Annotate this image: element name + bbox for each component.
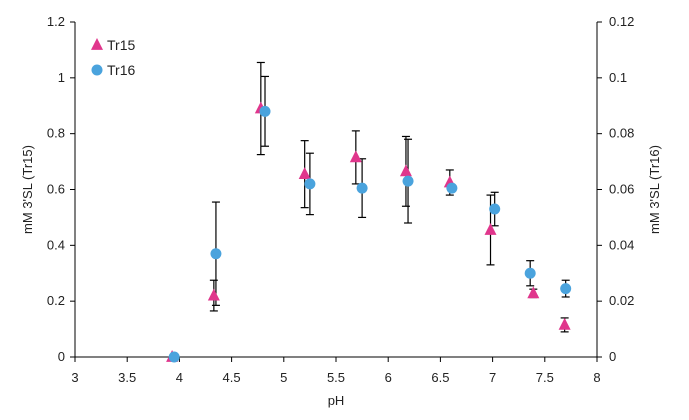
point-tr16: [356, 182, 368, 194]
y-right-tick-label: 0.04: [609, 237, 634, 252]
y-left-tick-label: 1: [58, 70, 65, 85]
ticks: 3 3.5 4 4.5 5 5.5 6 6.5 7 7.5 800.20.40.60.811.200…: [47, 14, 634, 385]
x-tick-label: 7.5: [536, 370, 554, 385]
legend: Tr15 Tr16: [91, 37, 135, 78]
x-tick-label: 4.5: [223, 370, 241, 385]
y-right-tick-label: 0.12: [609, 14, 634, 29]
point-tr15: [527, 286, 540, 299]
point-tr15: [298, 167, 311, 180]
x-tick-label: 3: [71, 370, 78, 385]
legend-marker-tr16: [91, 64, 103, 76]
x-axis-title: pH: [328, 393, 345, 408]
point-tr16: [402, 175, 414, 187]
error-bars: [209, 61, 570, 333]
point-tr16: [210, 248, 222, 260]
x-tick-label: 8: [593, 370, 600, 385]
y-right-tick-label: 0.02: [609, 293, 634, 308]
point-tr16: [168, 351, 180, 363]
y-right-tick-label: 0: [609, 349, 616, 364]
point-tr15: [558, 317, 571, 330]
legend-marker-tr15: [91, 37, 103, 50]
y-left-tick-label: 0.6: [47, 182, 65, 197]
y-left-tick-label: 0: [58, 349, 65, 364]
point-tr15: [399, 164, 412, 177]
x-tick-label: 6: [385, 370, 392, 385]
y-left-tick-label: 0.4: [47, 237, 65, 252]
x-tick-label: 5.5: [327, 370, 345, 385]
y-axis-left-title: mM 3'SL (Tr15): [20, 145, 35, 234]
x-tick-label: 6.5: [431, 370, 449, 385]
point-tr16: [304, 178, 316, 190]
x-tick-label: 3.5: [118, 370, 136, 385]
y-right-tick-label: 0.08: [609, 126, 634, 141]
point-tr16: [259, 105, 271, 117]
legend-label-tr15: Tr15: [107, 37, 135, 53]
y-left-tick-label: 0.8: [47, 126, 65, 141]
point-tr15: [484, 222, 497, 235]
point-tr16: [524, 267, 536, 279]
y-left-tick-label: 0.2: [47, 293, 65, 308]
point-tr16: [560, 283, 572, 295]
y-right-tick-label: 0.1: [609, 70, 627, 85]
y-left-tick-label: 1.2: [47, 14, 65, 29]
point-tr16: [446, 182, 458, 194]
data-points: [166, 101, 572, 363]
axes: [74, 22, 598, 358]
x-tick-label: 4: [176, 370, 183, 385]
x-tick-label: 5: [280, 370, 287, 385]
y-right-tick-label: 0.06: [609, 182, 634, 197]
point-tr15: [207, 288, 220, 301]
legend-label-tr16: Tr16: [107, 62, 135, 78]
y-axis-right-title: mM 3'SL (Tr16): [647, 145, 662, 234]
point-tr16: [489, 203, 501, 215]
x-tick-label: 7: [489, 370, 496, 385]
point-tr15: [349, 150, 362, 163]
